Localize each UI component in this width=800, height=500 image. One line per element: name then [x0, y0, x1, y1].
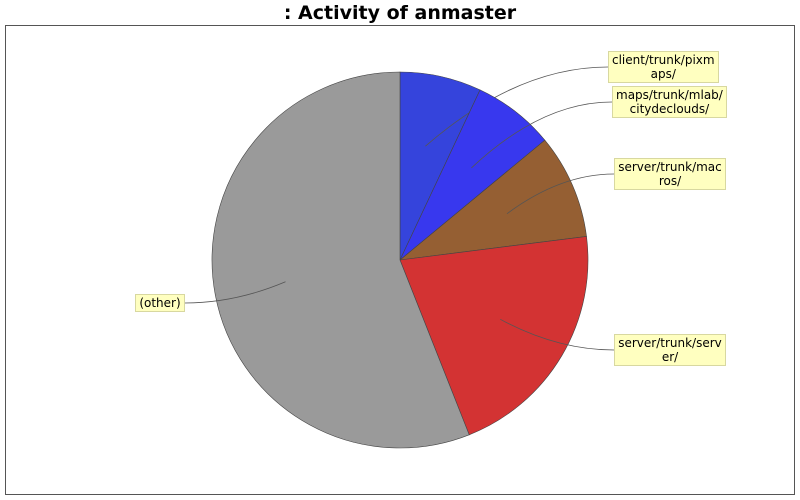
slice-label: client/trunk/pixm aps/ — [608, 51, 719, 83]
pie-slice — [399, 139, 587, 261]
leader-line — [471, 101, 613, 169]
slice-label: server/trunk/mac ros/ — [614, 158, 726, 190]
slice-label: maps/trunk/mlab/ citydeclouds/ — [612, 86, 727, 118]
leader-line — [506, 173, 615, 215]
leader-line — [425, 66, 609, 147]
chart-title: : Activity of anmaster — [283, 2, 517, 24]
leader-line — [500, 318, 615, 351]
pie-slice — [211, 71, 470, 449]
slice-label: (other) — [135, 294, 185, 312]
leader-line — [184, 281, 286, 304]
pie-slice — [399, 236, 589, 436]
slice-label: server/trunk/serv er/ — [614, 334, 726, 366]
